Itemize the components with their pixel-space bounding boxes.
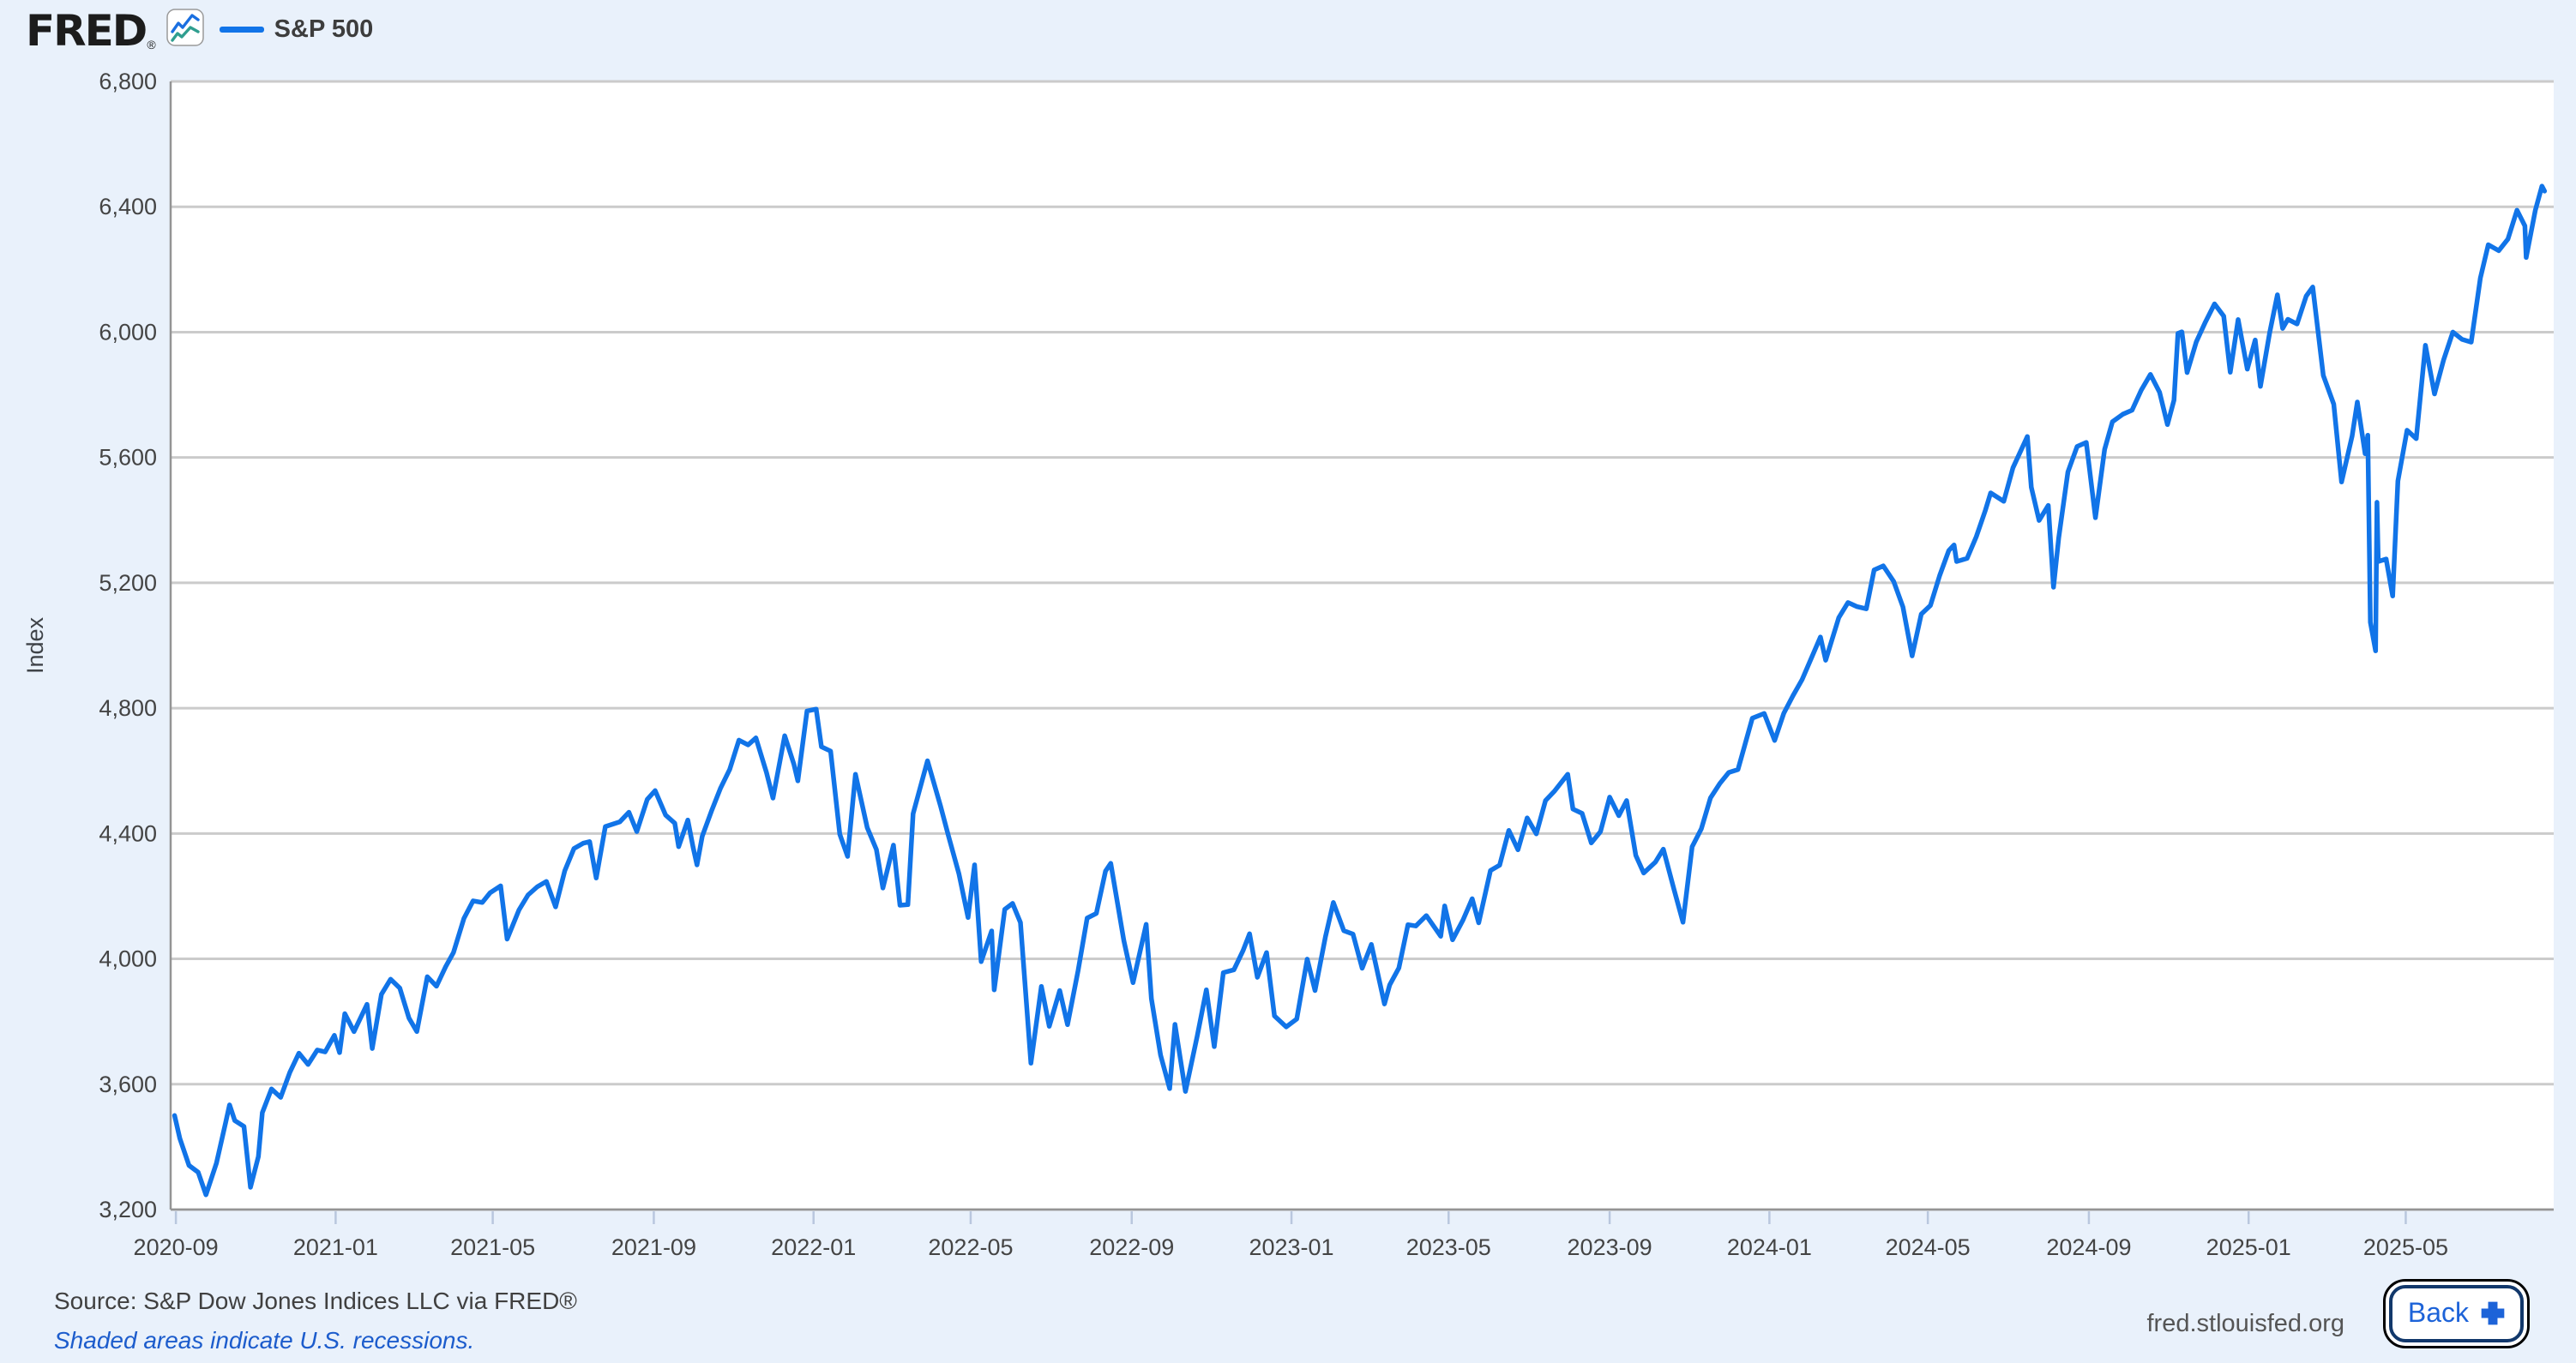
exit-fullscreen-icon xyxy=(2479,1300,2507,1327)
svg-text:2021-05: 2021-05 xyxy=(450,1234,535,1260)
fred-logo[interactable]: FRED ® xyxy=(26,5,204,56)
svg-text:3,600: 3,600 xyxy=(99,1072,157,1097)
back-button-inner: Back xyxy=(2388,1285,2524,1342)
svg-text:2024-05: 2024-05 xyxy=(1886,1234,1971,1260)
fred-sparkline-icon xyxy=(166,8,204,51)
header: FRED ® S&P 500 xyxy=(26,5,374,56)
svg-text:2023-01: 2023-01 xyxy=(1249,1234,1333,1260)
fred-logo-text: FRED xyxy=(26,5,147,56)
svg-text:4,000: 4,000 xyxy=(99,946,157,972)
svg-text:5,600: 5,600 xyxy=(99,445,157,471)
svg-text:2022-01: 2022-01 xyxy=(771,1234,856,1260)
svg-text:5,200: 5,200 xyxy=(99,570,157,596)
svg-text:2025-01: 2025-01 xyxy=(2206,1234,2291,1260)
back-button-label: Back xyxy=(2407,1297,2469,1328)
site-url: fred.stlouisfed.org xyxy=(2146,1310,2344,1337)
svg-text:6,000: 6,000 xyxy=(99,319,157,345)
svg-text:2024-01: 2024-01 xyxy=(1727,1234,1812,1260)
svg-text:2024-09: 2024-09 xyxy=(2046,1234,2131,1260)
svg-text:2023-09: 2023-09 xyxy=(1568,1234,1652,1260)
fred-logo-registered-mark: ® xyxy=(147,37,156,51)
legend-line-swatch xyxy=(219,26,264,33)
svg-text:2022-05: 2022-05 xyxy=(928,1234,1013,1260)
svg-text:2021-01: 2021-01 xyxy=(293,1234,378,1260)
back-button[interactable]: Back xyxy=(2382,1279,2530,1348)
svg-text:4,400: 4,400 xyxy=(99,820,157,846)
legend-item-sp500[interactable]: S&P 500 xyxy=(219,15,374,44)
svg-text:2025-05: 2025-05 xyxy=(2363,1234,2448,1260)
svg-text:3,200: 3,200 xyxy=(99,1197,157,1222)
svg-text:6,400: 6,400 xyxy=(99,194,157,219)
source-text: Source: S&P Dow Jones Indices LLC via FR… xyxy=(54,1288,577,1314)
svg-text:2023-05: 2023-05 xyxy=(1406,1234,1491,1260)
svg-text:2022-09: 2022-09 xyxy=(1089,1234,1174,1260)
svg-text:4,800: 4,800 xyxy=(99,695,157,721)
svg-text:Index: Index xyxy=(22,616,48,674)
svg-text:2021-09: 2021-09 xyxy=(611,1234,696,1260)
legend-label: S&P 500 xyxy=(274,15,374,43)
recession-note: Shaded areas indicate U.S. recessions. xyxy=(54,1327,475,1354)
svg-text:6,800: 6,800 xyxy=(99,69,157,94)
svg-text:2020-09: 2020-09 xyxy=(134,1234,219,1260)
